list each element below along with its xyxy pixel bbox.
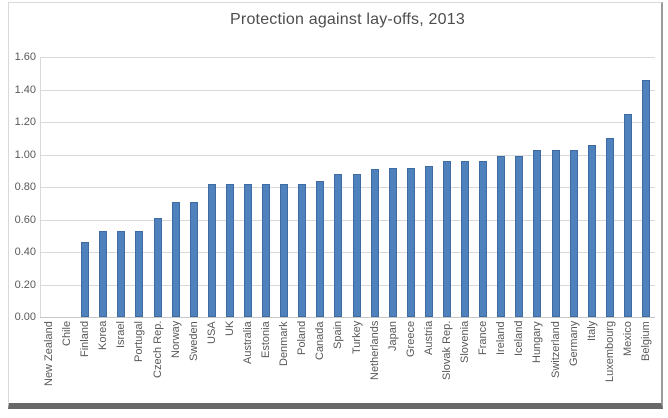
bar (244, 183, 252, 317)
bar (533, 149, 542, 317)
bar (388, 167, 397, 317)
x-axis-label: Poland (296, 321, 309, 356)
x-axis-line (40, 317, 655, 318)
bar (135, 230, 144, 317)
x-axis-label: New Zealand (43, 321, 56, 386)
x-axis-label: Estonia (260, 321, 273, 358)
bar (461, 161, 470, 317)
y-axis-tick-label: 0.60 (14, 213, 36, 226)
bar (153, 217, 162, 317)
bar (497, 156, 506, 317)
bar (298, 183, 307, 317)
x-axis-label: Italy (585, 321, 598, 342)
bar (117, 230, 126, 317)
x-axis-label: Japan (386, 321, 399, 351)
bar (424, 165, 433, 317)
y-axis-tick-label: 0.80 (14, 181, 36, 193)
x-axis-label: Germany (567, 321, 580, 367)
bar (479, 161, 488, 317)
bar (442, 161, 451, 317)
gridline (40, 252, 655, 253)
y-axis-tick-label: 1.00 (14, 148, 36, 161)
chart-figure-frame: Protection against lay-offs, 2013 0.00 0.… (8, 2, 663, 409)
x-axis-label: France (477, 321, 490, 356)
x-axis-label: Switzerland (549, 321, 562, 378)
gridline (40, 122, 655, 123)
bar (207, 183, 216, 317)
y-axis-tick-label: 1.40 (14, 83, 36, 96)
bar (189, 201, 198, 317)
bar (515, 156, 524, 317)
gridline (40, 187, 655, 188)
x-axis-label: Luxembourg (603, 321, 616, 383)
bar (171, 201, 180, 317)
bar (280, 183, 289, 317)
x-axis-label: Portugal (133, 321, 146, 362)
y-axis-tick-label: 0.00 (14, 311, 36, 323)
gridline (40, 284, 655, 286)
bar (99, 230, 108, 317)
x-axis-label: Czech Rep. (151, 321, 164, 379)
y-axis-tick-label: 1.60 (14, 51, 36, 63)
x-axis-label: Spain (332, 321, 345, 350)
x-axis-label: Greece (404, 321, 417, 358)
bar (569, 149, 578, 317)
gridline (40, 219, 655, 221)
bar (587, 144, 596, 317)
x-axis-label: Denmark (278, 321, 291, 366)
bar (334, 174, 343, 317)
x-axis-label: UK (223, 321, 236, 337)
bar (406, 167, 415, 317)
bar (641, 79, 650, 317)
bar (605, 138, 614, 317)
x-axis-label: Canada (314, 321, 327, 360)
x-axis-label: Slovak Rep. (440, 321, 453, 381)
bar (352, 174, 361, 317)
x-axis-label: Finland (79, 321, 92, 358)
chart-title: Protection against lay-offs, 2013 (230, 11, 465, 28)
x-axis-label: Israel (115, 321, 128, 348)
bar (551, 149, 560, 317)
x-axis-label: Netherlands (368, 321, 381, 381)
bar (623, 113, 632, 317)
bar (225, 183, 234, 317)
x-axis-label: Korea (97, 321, 110, 351)
x-axis-label: Australia (242, 321, 254, 364)
x-axis-label: Iceland (513, 321, 526, 357)
y-axis-tick-label: 0.40 (14, 246, 36, 258)
x-axis-label: USA (205, 321, 218, 344)
x-axis-label: Mexico (621, 321, 634, 356)
x-axis-label: Belgium (639, 321, 652, 361)
x-axis-label: Norway (169, 321, 182, 359)
x-axis-label: Slovenia (459, 321, 472, 364)
x-axis-label: Turkey (350, 321, 363, 355)
x-axis-label: Austria (422, 321, 435, 356)
x-axis-label: Chile (61, 321, 74, 347)
x-axis-label: Sweden (187, 321, 200, 361)
bar (262, 183, 271, 317)
gridline (40, 89, 655, 91)
gridline (40, 57, 655, 58)
y-axis-tick-label: 1.20 (14, 116, 36, 128)
y-axis-tick-label: 0.20 (14, 278, 36, 291)
gridline (40, 154, 655, 156)
bar (81, 242, 90, 317)
bar (370, 169, 379, 317)
bar (316, 180, 325, 317)
x-axis-label: Hungary (531, 321, 544, 363)
plot-area: 0.00 0.20 0.40 0.60 0.80 1.00 1.20 1.40 1.60 New … (9, 3, 661, 403)
x-axis-label: Ireland (495, 321, 508, 355)
y-axis-line (40, 57, 41, 317)
